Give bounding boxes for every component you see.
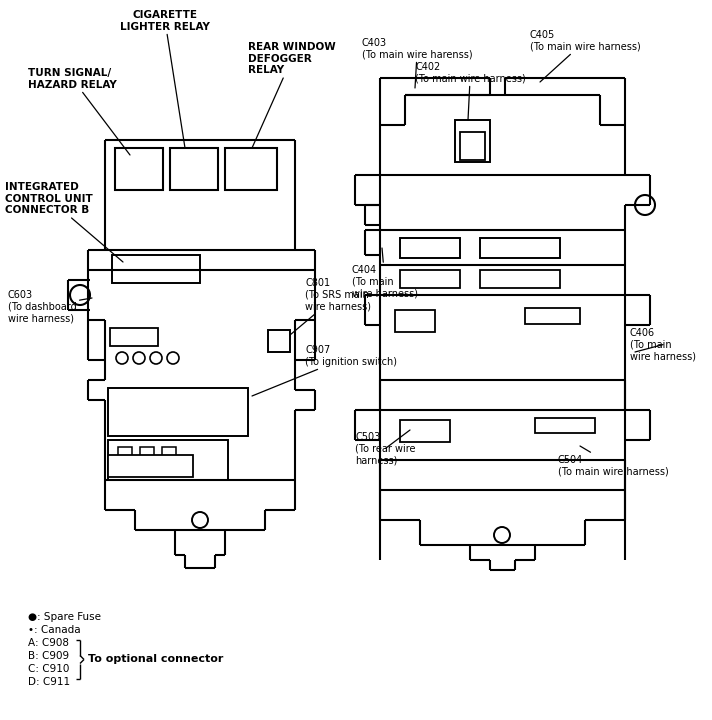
Bar	[162, 447, 176, 461]
Text: C: C910: C: C910	[28, 664, 69, 674]
Text: C406
(To main
wire harness): C406 (To main wire harness)	[630, 328, 696, 361]
Bar	[480, 270, 560, 288]
Bar	[225, 148, 277, 190]
Text: To optional connector: To optional connector	[88, 654, 224, 665]
Bar	[112, 255, 200, 283]
Text: C504
(To main wire harness): C504 (To main wire harness)	[558, 446, 669, 477]
Text: C402
(To main wire harness): C402 (To main wire harness)	[415, 62, 525, 120]
Text: TURN SIGNAL/
HAZARD RELAY: TURN SIGNAL/ HAZARD RELAY	[28, 68, 130, 155]
Bar	[177, 415, 191, 429]
Bar	[395, 310, 435, 332]
Text: CIGARETTE
LIGHTER RELAY: CIGARETTE LIGHTER RELAY	[120, 10, 210, 148]
Bar	[140, 393, 154, 407]
Bar	[170, 148, 218, 190]
Bar	[480, 238, 560, 258]
Bar	[140, 415, 154, 429]
Bar	[460, 132, 485, 160]
Bar	[110, 328, 158, 346]
Text: REAR WINDOW
DEFOGGER
RELAY: REAR WINDOW DEFOGGER RELAY	[248, 42, 336, 148]
Text: INTEGRATED
CONTROL UNIT
CONNECTOR B: INTEGRATED CONTROL UNIT CONNECTOR B	[5, 182, 123, 262]
Bar	[108, 455, 193, 477]
Bar	[455, 120, 490, 162]
Bar	[120, 415, 134, 429]
Bar	[400, 420, 450, 442]
Bar	[525, 308, 580, 324]
Bar	[197, 393, 211, 407]
Bar	[118, 447, 132, 461]
Text: C907
(To ignition switch): C907 (To ignition switch)	[252, 345, 397, 396]
Text: ●: Spare Fuse: ●: Spare Fuse	[28, 612, 101, 622]
Text: C503
(To rear wire
harness): C503 (To rear wire harness)	[355, 430, 416, 465]
Text: B: C909: B: C909	[28, 651, 69, 661]
Bar	[158, 415, 172, 429]
Bar	[268, 330, 290, 352]
Bar	[400, 238, 460, 258]
Bar	[108, 440, 228, 480]
Bar	[108, 388, 248, 436]
Text: C404
(To main
wire harness): C404 (To main wire harness)	[352, 248, 418, 298]
Bar	[140, 447, 154, 461]
Text: C405
(To main wire harness): C405 (To main wire harness)	[530, 30, 641, 82]
Bar	[197, 415, 211, 429]
Bar	[400, 270, 460, 288]
Bar	[158, 393, 172, 407]
Text: A: C908: A: C908	[28, 638, 69, 648]
Text: C403
(To main wire harenss): C403 (To main wire harenss)	[362, 38, 473, 88]
Text: C603
(To dashboard
wire harness): C603 (To dashboard wire harness)	[8, 290, 92, 323]
Text: C801
(To SRS main
wire harness): C801 (To SRS main wire harness)	[290, 278, 371, 335]
Bar	[215, 393, 229, 407]
Bar	[115, 148, 163, 190]
Text: •: Canada: •: Canada	[28, 625, 80, 635]
Text: D: C911: D: C911	[28, 677, 70, 687]
Bar	[535, 418, 595, 433]
Bar	[120, 393, 134, 407]
Bar	[177, 393, 191, 407]
